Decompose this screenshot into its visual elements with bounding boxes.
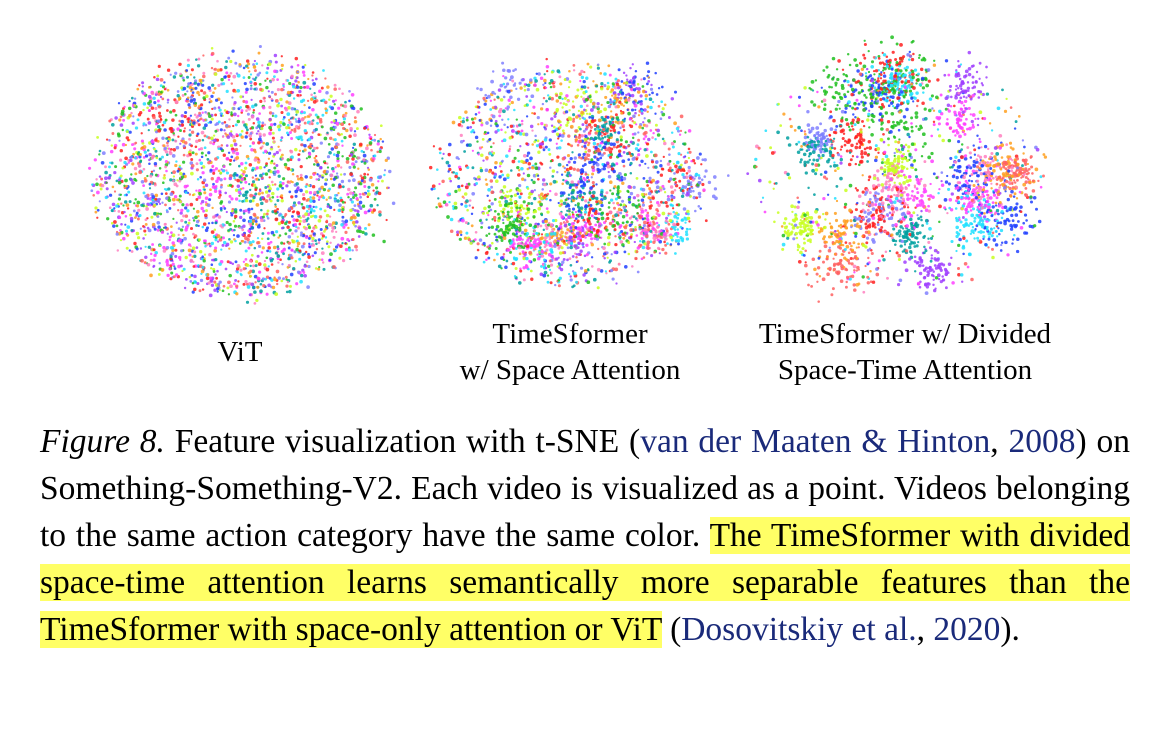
panel-label-line: Space-Time Attention — [777, 354, 1033, 386]
caption-text: Feature visualization with t-SNE ( — [164, 423, 641, 460]
tsne-plot-vit — [70, 30, 410, 320]
panel-label-line: TimeSformer w/ Divided — [758, 318, 1052, 350]
tsne-plot-space-attention — [398, 30, 738, 320]
panel-label-space-attention: TimeSformer w/ Space Attention — [420, 316, 720, 388]
tsne-plot-divided-attention — [728, 30, 1068, 320]
citation-year-link[interactable]: 2008 — [1008, 423, 1076, 460]
figure-row: ViT TimeSformer w/ Space Attention TimeS… — [70, 30, 1080, 388]
tsne-scatter-vit — [88, 44, 396, 305]
caption-text: ) on Something-Something-V2. Each video … — [40, 423, 1130, 554]
caption-text: , — [990, 423, 1009, 460]
citation-link[interactable]: Dosovitskiy et al. — [681, 611, 917, 648]
panel-label-line: w/ Space Attention — [459, 354, 681, 386]
panel-label-divided-attention: TimeSformer w/ Divided Space-Time Attent… — [730, 316, 1080, 388]
tsne-scatter-divided-attention — [746, 35, 1048, 303]
figure-caption: Figure 8. Feature visualization with t-S… — [40, 418, 1130, 653]
panel-label-line: ViT — [217, 336, 263, 368]
tsne-scatter-space-attention — [428, 57, 730, 290]
caption-text: ( — [661, 611, 682, 648]
caption-text: ). — [1000, 611, 1020, 648]
panel-label-line: TimeSformer — [492, 318, 648, 350]
figure-number: Figure 8. — [40, 423, 165, 460]
panel-label-vit: ViT — [140, 334, 340, 370]
caption-text: , — [916, 611, 934, 648]
citation-year-link[interactable]: 2020 — [933, 611, 1001, 648]
citation-link[interactable]: van der Maaten & Hinton — [640, 423, 991, 460]
